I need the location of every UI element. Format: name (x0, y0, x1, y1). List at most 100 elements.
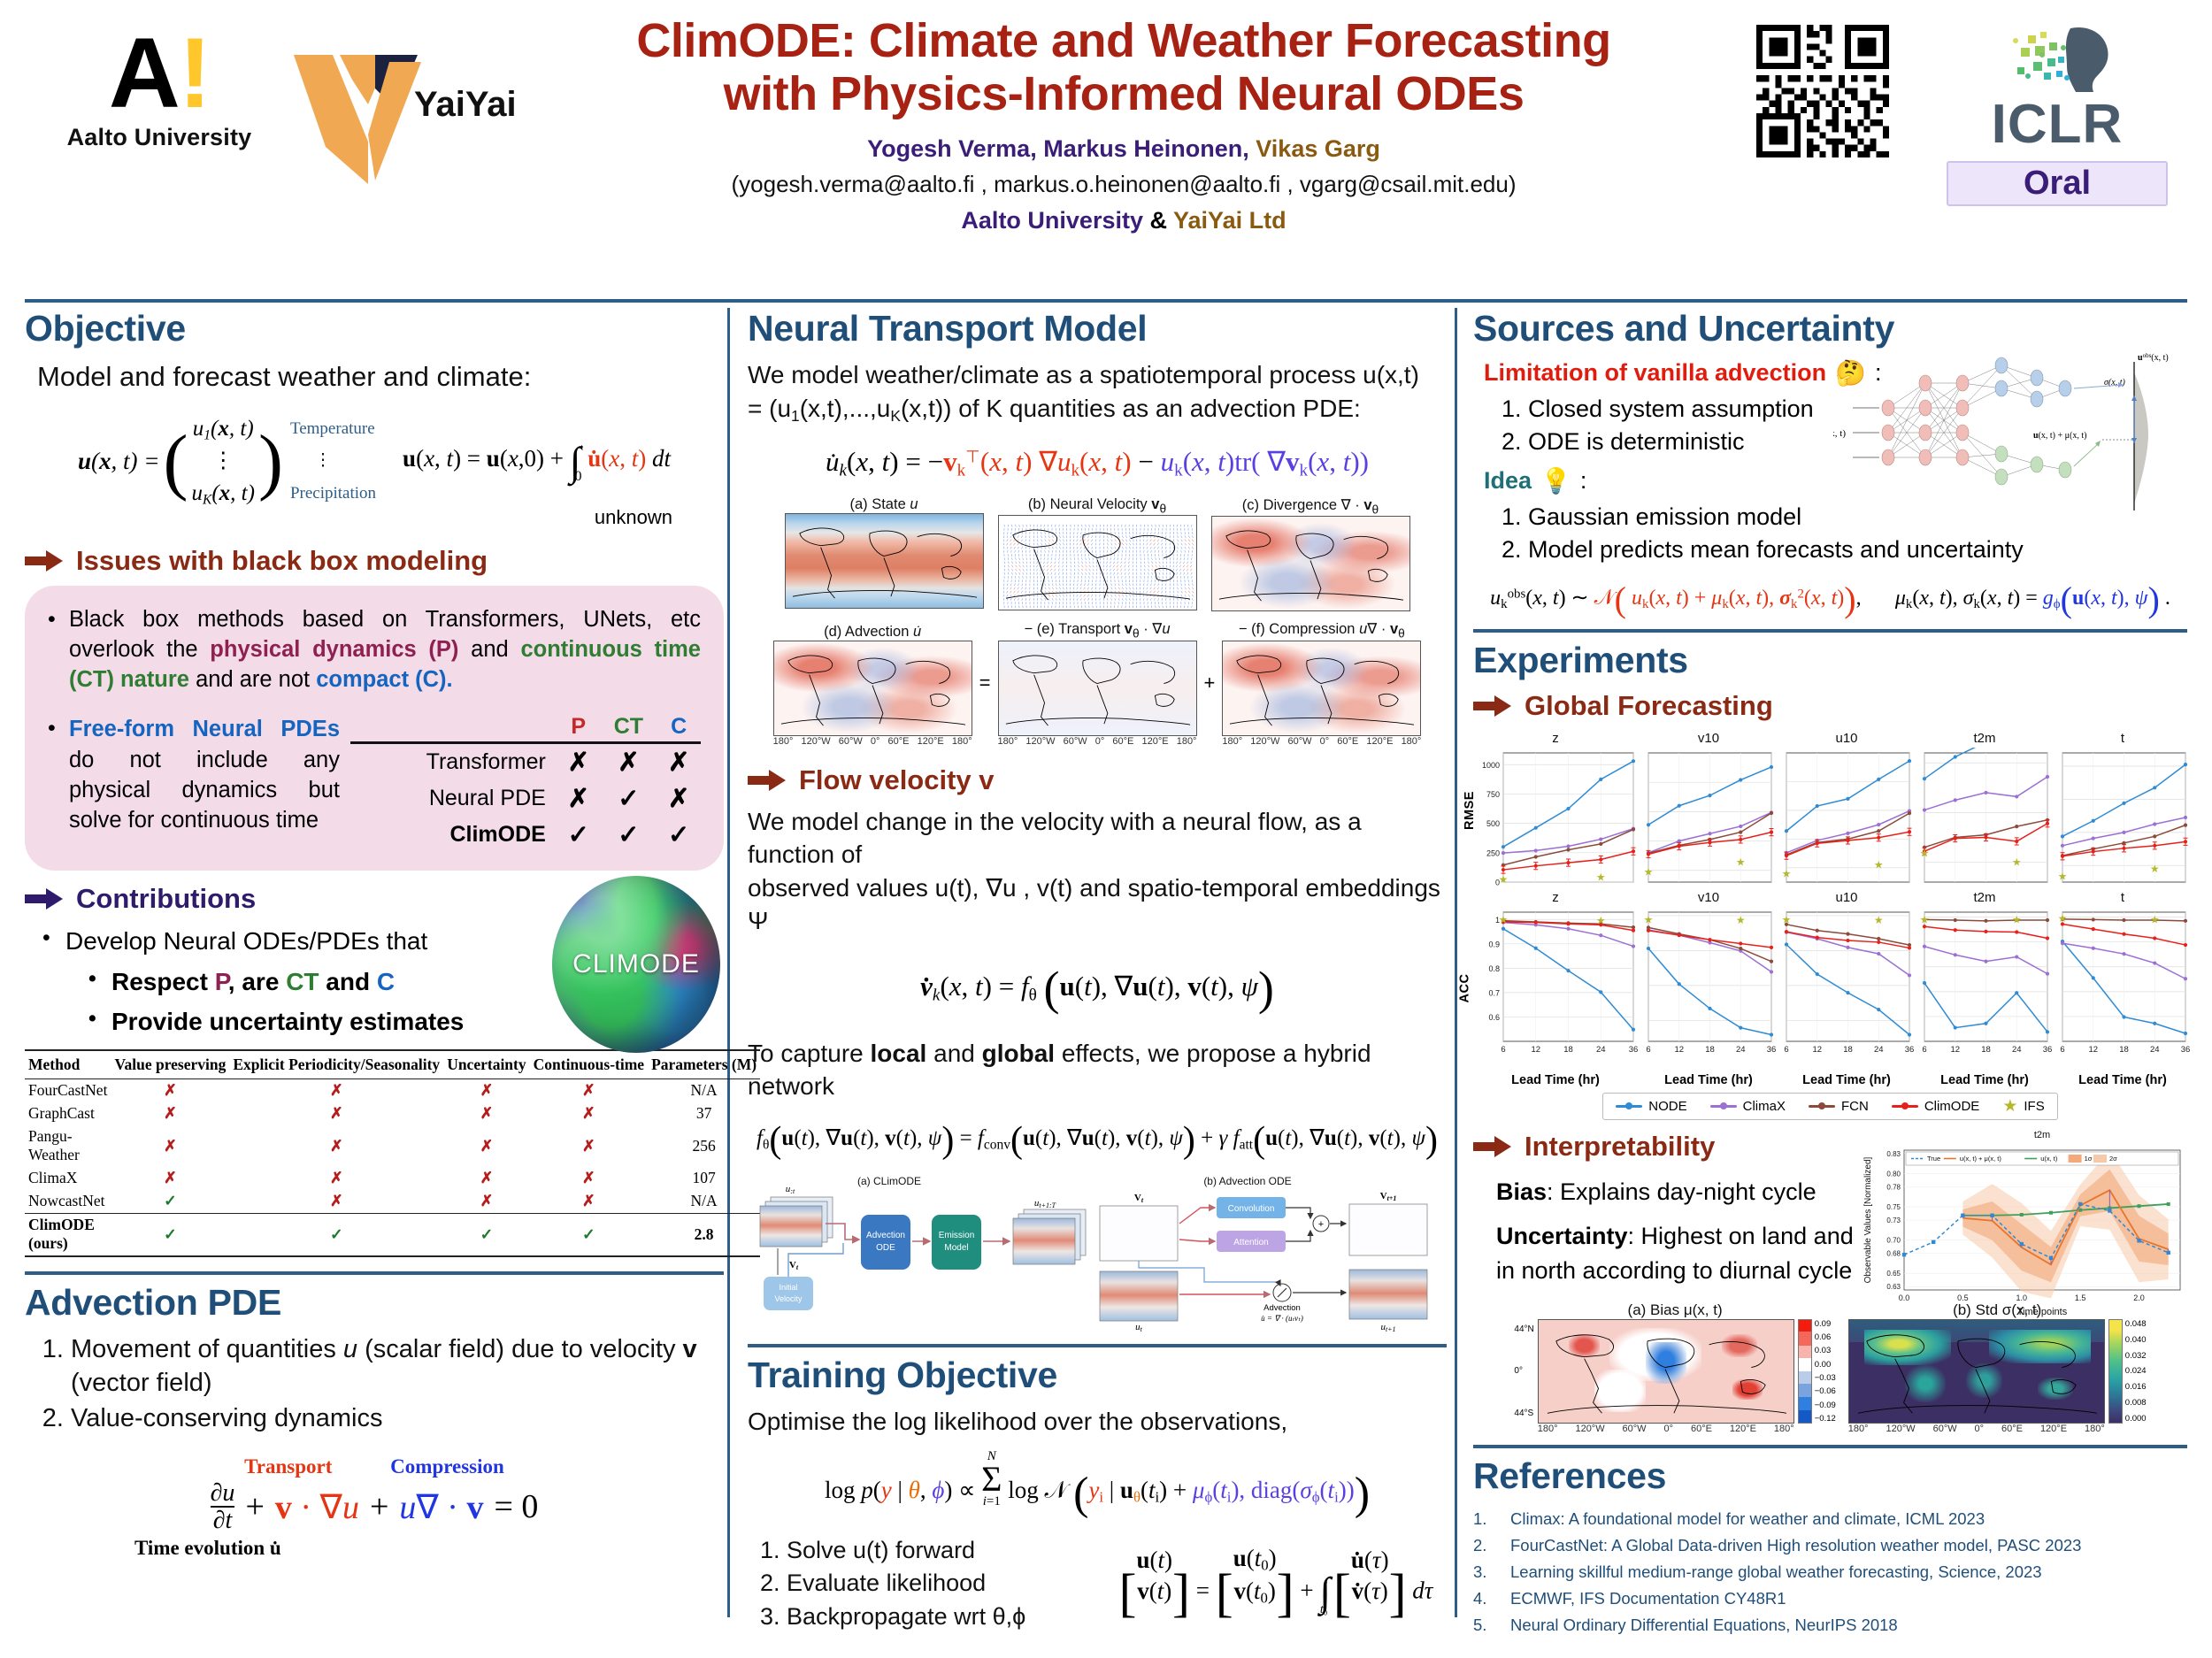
chart-rmse-z: 0 250 500 750 1000 ★ ★ (1482, 752, 1636, 887)
contrib-sub1-a: Respect (111, 967, 215, 995)
chart-xlabel: Lead Time (hr) (1940, 1072, 2029, 1087)
row-label-neural-pde: Neural PDE (428, 786, 546, 811)
yaiyai-logo-label: YaiYai (414, 85, 517, 124)
column-right: Sources and Uncertainty Limitation of va… (1457, 308, 2190, 1639)
iclr-logo: ICLR Oral (1947, 23, 2168, 206)
qr-code[interactable] (1756, 25, 1889, 157)
chart-title-t2m: t2m (1973, 730, 1996, 746)
hybrid-equation: fθ(u(t), ∇u(t), v(t), ψ) = fconv(u(t), ∇… (757, 1119, 1438, 1161)
yaiyai-mark-icon (294, 55, 421, 184)
mt-r5-method: ClimODE (ours) (28, 1216, 95, 1253)
reference-item: 3. Learning skillful medium-range global … (1473, 1559, 2187, 1585)
bias-panel-label: (a) Bias μ(x, t) (1627, 1301, 1723, 1318)
uncertainty-text: : Highest on land and in north according… (1496, 1223, 1854, 1284)
mt-r4-cont: ✗ (582, 1192, 595, 1210)
chart-row-rmse: z 0 250 500 750 1000 ★ ★ RMSE v10 ★ ★ u10 ★ ★ t2m ★ ★ t ★ ★ (1463, 710, 2188, 890)
flow-line-2: observed values u(t), ∇u , v(t) and spat… (748, 873, 1440, 935)
mt-r2-period: ✗ (329, 1136, 343, 1155)
mt-r0-method: FourCastNet (28, 1081, 108, 1100)
svg-text:24: 24 (2150, 1045, 2160, 1055)
reference-4: ECMWF, IFS Documentation CY48R1 (1510, 1588, 1786, 1608)
svg-text:12: 12 (1812, 1045, 1822, 1055)
coastline-overlay-icon (792, 527, 977, 599)
chart-xlabel: Lead Time (hr) (1511, 1072, 1600, 1087)
mt-r0-cont: ✗ (582, 1081, 595, 1100)
column-middle: Neural Transport Model We model weather/… (748, 308, 1447, 1633)
bias-cbar-1: 0.06 (1814, 1332, 1832, 1343)
issues-subheading-label: Issues with black box modeling (76, 545, 488, 577)
global-forecasting-charts: z 0 250 500 750 1000 ★ ★ RMSE v10 ★ ★ u10 ★ ★ t2m ★ ★ t ★ ★ z… (1457, 710, 2190, 1087)
panel-b-label: (b) Neural Velocity vθ (1027, 496, 1167, 516)
reference-2: FourCastNet: A Global Data-driven High r… (1510, 1535, 2082, 1554)
contribution-sub-item: • Provide uncertainty estimates (88, 1004, 724, 1039)
limitation-item-2: ODE is deterministic (1528, 426, 2187, 458)
advection-item-2: Value-conserving dynamics (71, 1401, 724, 1435)
mt-r3-value: ✗ (164, 1169, 177, 1187)
table-row: ClimaX ✗ ✗ ✗ ✗ 107 (25, 1167, 760, 1190)
poster-header: A! Aalto University YaiYai ClimODE: Clim… (0, 0, 2212, 301)
arrow-right-icon (1473, 1135, 1511, 1157)
mt-r1-cont: ✗ (582, 1104, 595, 1123)
nt-equation: u̇k(x, t) = −vk⊤(x, t) ∇uk(x, t) − uk(x,… (826, 445, 1369, 480)
svg-text:6: 6 (1501, 1045, 1505, 1055)
svg-text:1σ: 1σ (2085, 1155, 2093, 1163)
std-cbar-6: 0.000 (2124, 1413, 2147, 1424)
svg-text:18: 18 (1981, 1045, 1991, 1055)
svg-text:ut: ut (1135, 1322, 1143, 1332)
mt-r3-params: 107 (692, 1169, 716, 1187)
bullet-icon: • (42, 925, 50, 951)
mt-col-params: Parameters (M) (651, 1055, 757, 1073)
svg-text:★: ★ (1920, 847, 1930, 859)
aalto-mark-icon: A! (108, 18, 211, 128)
mt-col-uncert: Uncertainty (447, 1055, 526, 1073)
idea-label: Idea (1484, 467, 1532, 495)
coastline-overlay-icon (1230, 655, 1415, 726)
svg-text:t2m: t2m (2034, 1130, 2050, 1140)
hybrid-c: effects, we propose a hybrid network (748, 1039, 1371, 1101)
legend-node-label: NODE (1648, 1098, 1687, 1114)
svg-text:(a) CLimODE: (a) CLimODE (857, 1175, 921, 1187)
svg-text:Vt: Vt (1134, 1193, 1144, 1204)
idea-item-2: Model predicts mean forecasts and uncert… (1528, 533, 2187, 566)
gaussian-emission-diagram: u(x, t) uobs(x, t) σ(x, t) u(x, t) + μ(x… (1821, 346, 2187, 523)
svg-text:u(x, t): u(x, t) (1833, 428, 1846, 439)
poster-title-line1: ClimODE: Climate and Weather Forecasting (636, 14, 1611, 67)
references-divider (1473, 1444, 2187, 1448)
chart-title-t: t (2120, 889, 2125, 905)
advection-equation-block: Transport Compression ∂u ∂t + v · ∇u + u… (25, 1455, 724, 1561)
issues-lower: • Free-form Neural PDEs do not include a… (48, 714, 701, 853)
affiliations: Aalto University & YaiYai Ltd (522, 207, 1725, 234)
nt-lead-1: We model weather/climate as a spatiotemp… (748, 361, 1419, 388)
panel-f: − (f) Compression u∇ · vθ (1222, 620, 1422, 747)
mt-r5-params: 2.8 (694, 1224, 714, 1243)
svg-text:12: 12 (1531, 1045, 1540, 1055)
svg-text:0.6: 0.6 (1488, 1013, 1500, 1022)
std-xaxis: 180° 120°W 60°W 0° 60°E 120°E 180° (1847, 1423, 2105, 1434)
svg-text:750: 750 (1486, 790, 1500, 799)
reference-item: 4. ECMWF, IFS Documentation CY48R1 (1473, 1585, 2187, 1612)
chart-title-z: z (1552, 889, 1559, 905)
coastline-overlay-icon (1218, 530, 1403, 602)
chart-acc-v10: 6 12 18 24 36 ★ ★ (1644, 911, 1776, 1055)
contribution-item: • Develop Neural ODEs/PDEs that (42, 924, 724, 958)
reference-item: 5. Neural Ordinary Differential Equations… (1473, 1612, 2187, 1639)
svg-text:12: 12 (1674, 1045, 1684, 1055)
col-header-c: C (657, 714, 701, 745)
svg-text:0.78: 0.78 (1886, 1183, 1901, 1191)
chart-rmse-u10: ★★ (1782, 752, 1912, 883)
std-panel-label: (b) Std σ(x, t) (1953, 1301, 2042, 1318)
mt-r0-params: N/A (690, 1081, 718, 1100)
arrow-right-icon (25, 550, 63, 572)
poster-title-line2: with Physics-Informed Neural ODEs (723, 67, 1525, 121)
svg-text:Advection: Advection (1263, 1303, 1301, 1313)
training-steps: Solve u(t) forward Evaluate likelihood B… (787, 1534, 1079, 1633)
advection-list: Movement of quantities u (scalar field) … (71, 1332, 724, 1436)
mt-r1-uncert: ✗ (480, 1104, 494, 1123)
uncertainty-eq-right: μk(x, t), σk(x, t) = gϕ(u(x, t), ψ) . (1894, 579, 2170, 619)
advection-heading: Advection PDE (25, 1281, 281, 1323)
idea-colon: : (1579, 467, 1587, 495)
neural-transport-heading: Neural Transport Model (748, 308, 1148, 349)
reference-5: Neural Ordinary Differential Equations, … (1510, 1615, 1898, 1634)
mt-r5-uncert: ✓ (480, 1224, 494, 1243)
bias-cbar-5: −0.06 (1814, 1386, 1836, 1397)
